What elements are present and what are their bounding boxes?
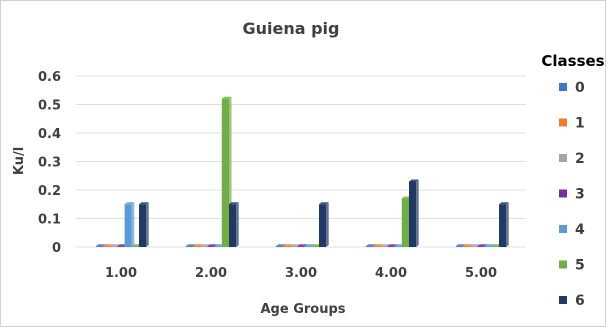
y-tick-label: 0.3 bbox=[38, 156, 61, 171]
legend-swatch bbox=[559, 118, 567, 127]
x-tick-label: 4.00 bbox=[375, 266, 407, 281]
x-axis-ticks: 1.00 2.00 3.00 4.00 5.00 bbox=[105, 266, 497, 281]
x-axis-label: Age Groups bbox=[260, 302, 345, 317]
bars bbox=[95, 96, 509, 247]
y-tick-label: 0.2 bbox=[38, 184, 61, 199]
legend-label: 5 bbox=[575, 258, 585, 274]
legend-label: 2 bbox=[575, 151, 585, 167]
legend-swatch bbox=[559, 225, 567, 233]
bar bbox=[499, 202, 509, 247]
bar bbox=[124, 202, 135, 247]
legend-label: 4 bbox=[575, 222, 585, 238]
legend-item: 0 bbox=[559, 80, 585, 96]
y-tick-label: 0.6 bbox=[38, 70, 61, 85]
legend-label: 1 bbox=[575, 116, 585, 132]
y-axis-label: Ku/l bbox=[12, 147, 27, 175]
gridlines bbox=[76, 75, 526, 248]
y-tick-label: 0.5 bbox=[38, 99, 61, 114]
bar bbox=[409, 179, 419, 247]
chart-title: Guiena pig bbox=[242, 19, 339, 38]
legend-item: 2 bbox=[559, 151, 585, 167]
y-axis-ticks: 0 0.1 0.2 0.3 0.4 0.5 0.6 bbox=[38, 70, 61, 256]
legend-swatch bbox=[559, 296, 567, 304]
bar bbox=[139, 202, 149, 247]
y-tick-label: 0.1 bbox=[38, 213, 61, 228]
y-tick-label: 0.4 bbox=[38, 127, 61, 142]
legend-swatch bbox=[559, 260, 567, 269]
x-tick-label: 5.00 bbox=[465, 266, 497, 281]
legend-swatch bbox=[559, 83, 567, 91]
x-tick-label: 3.00 bbox=[285, 266, 317, 281]
y-tick-label: 0 bbox=[52, 241, 61, 256]
x-tick-label: 2.00 bbox=[195, 266, 227, 281]
legend-swatch bbox=[559, 189, 567, 198]
legend-label: 3 bbox=[575, 187, 585, 203]
legend-item: 3 bbox=[559, 187, 585, 203]
bar bbox=[319, 202, 329, 247]
legend-item: 6 bbox=[559, 293, 585, 309]
legend-label: 0 bbox=[575, 80, 585, 96]
bar bbox=[229, 202, 239, 247]
x-tick-label: 1.00 bbox=[105, 266, 137, 281]
legend-item: 1 bbox=[559, 116, 585, 132]
legend-swatch bbox=[559, 154, 567, 162]
legend-title: Classes bbox=[541, 52, 604, 70]
legend: 0 1 2 3 4 5 6 bbox=[559, 80, 585, 309]
legend-item: 4 bbox=[559, 222, 585, 238]
legend-item: 5 bbox=[559, 258, 585, 274]
legend-label: 6 bbox=[575, 293, 585, 309]
